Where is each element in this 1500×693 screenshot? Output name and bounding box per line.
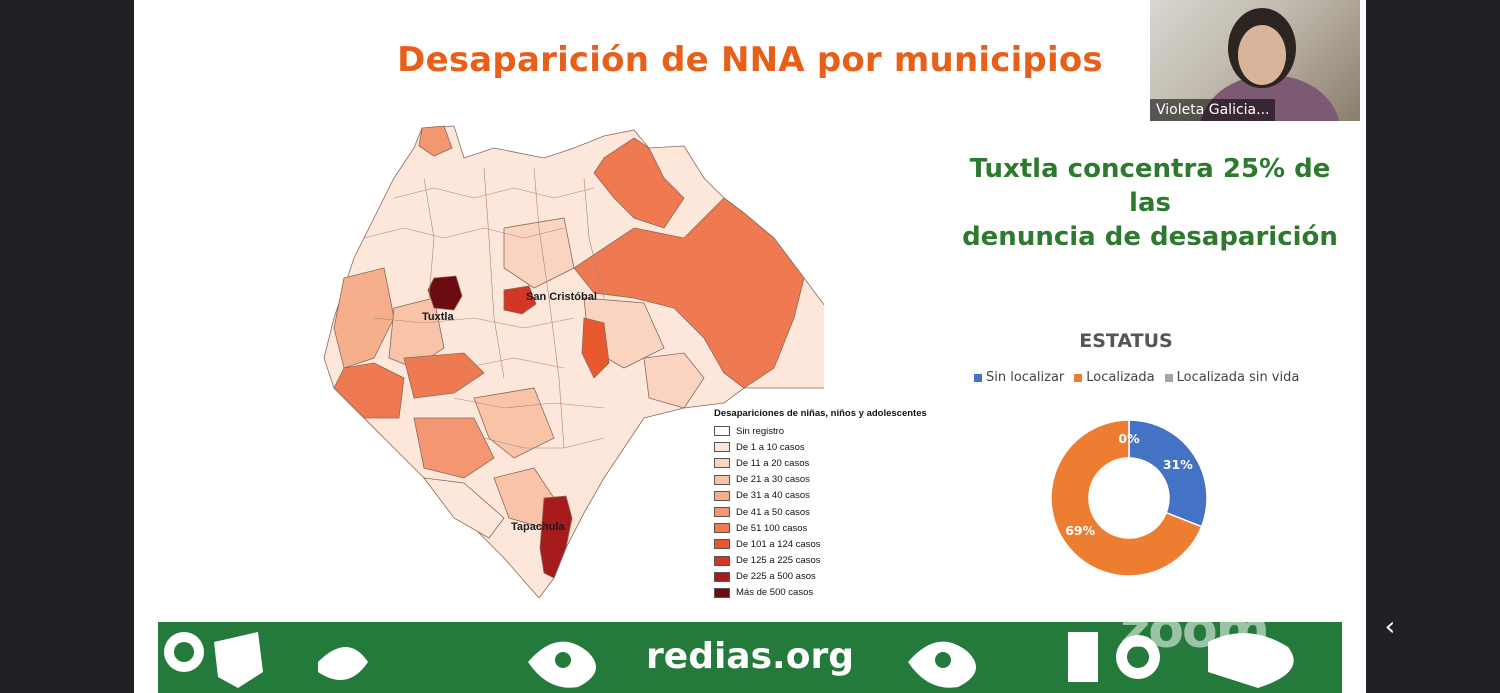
legend-label: De 1 a 10 casos <box>736 441 805 453</box>
legend-swatch <box>714 523 730 534</box>
map-label-san-cristobal: San Cristóbal <box>526 291 597 303</box>
banner-url[interactable]: redias.org <box>646 636 854 677</box>
participant-name: Violeta Galicia... <box>1150 99 1276 121</box>
headline: Tuxtla concentra 25% de las denuncia de … <box>954 152 1346 254</box>
donut-slice <box>1050 419 1203 577</box>
legend-swatch <box>714 442 730 453</box>
map-legend-item: De 41 a 50 casos <box>714 504 954 520</box>
map-region-tuxtla <box>427 275 463 311</box>
legend-swatch <box>714 474 730 485</box>
chart-legend-label: Localizada <box>1086 370 1155 385</box>
map-label-tuxtla: Tuxtla <box>422 311 454 323</box>
participant-video-tile[interactable]: Violeta Galicia... <box>1150 0 1360 121</box>
legend-swatch <box>714 490 730 501</box>
chart-title: ESTATUS <box>1079 330 1173 352</box>
choropleth-map: Tuxtla San Cristóbal Tapachula <box>323 125 824 598</box>
legend-label: De 21 a 30 casos <box>736 474 810 486</box>
banner-decoration-mid-right <box>908 641 976 688</box>
map-legend-item: Más de 500 casos <box>714 585 954 601</box>
donut-data-label: 69% <box>1065 523 1095 538</box>
map-legend-item: De 225 a 500 asos <box>714 569 954 585</box>
participant-avatar <box>1200 8 1340 121</box>
headline-line-1: Tuxtla concentra 25% de las <box>969 154 1331 218</box>
map-legend-item: De 31 a 40 casos <box>714 488 954 504</box>
map-region-south-1 <box>413 417 495 479</box>
legend-swatch <box>714 458 730 469</box>
donut-slice <box>1128 419 1208 528</box>
legend-swatch <box>714 507 730 518</box>
map-region-sw-1 <box>333 362 405 419</box>
map-label-tapachula: Tapachula <box>511 521 565 533</box>
map-legend-title: Desapariciones de niñas, niños y adolesc… <box>714 408 927 419</box>
map-legend-item: De 125 a 225 casos <box>714 553 954 569</box>
map-legend-item: Sin registro <box>714 423 954 439</box>
map-legend-item: De 51 100 casos <box>714 520 954 536</box>
map-region-coast-2 <box>423 477 505 539</box>
chart-legend-swatch <box>1074 373 1083 382</box>
donut-labels: 31% 69% 0% <box>1065 431 1193 538</box>
legend-swatch <box>714 539 730 550</box>
map-region-tapachula <box>539 495 573 579</box>
legend-label: De 11 a 20 casos <box>736 457 810 469</box>
map-legend-item: De 11 a 20 casos <box>714 455 954 471</box>
legend-label: De 51 100 casos <box>736 522 808 534</box>
donut-data-label: 0% <box>1118 431 1140 446</box>
legend-label: Más de 500 casos <box>736 587 814 599</box>
map-legend: Desapariciones de niñas, niños y adolesc… <box>714 408 954 601</box>
chevron-left-icon[interactable]: ‹ <box>1384 612 1396 642</box>
footer-banner: redias.org <box>158 622 1342 693</box>
chart-legend-swatch <box>1164 373 1173 382</box>
map-region-west-1 <box>333 267 395 369</box>
headline-line-2: denuncia de desaparición <box>962 222 1338 252</box>
banner-decoration-right <box>1068 632 1294 688</box>
legend-swatch <box>714 587 730 598</box>
chart-legend-label: Sin localizar <box>986 370 1065 385</box>
map-region-nw-tip <box>418 125 453 157</box>
map-legend-items: Sin registro De 1 a 10 casos De 11 a 20 ca… <box>714 423 954 601</box>
legend-label: Sin registro <box>736 425 785 437</box>
chart-legend-swatch <box>974 373 982 382</box>
map-legend-item: De 101 a 124 casos <box>714 536 954 552</box>
chart-legend-item: Sin localizar <box>974 370 1064 385</box>
legend-label: De 41 a 50 casos <box>736 506 810 518</box>
map-legend-item: De 21 a 30 casos <box>714 472 954 488</box>
chart-legend-item: Localizada <box>1074 370 1155 385</box>
slide-title: Desaparición de NNA por municipios <box>397 40 1103 80</box>
legend-label: De 101 a 124 casos <box>736 538 821 550</box>
legend-label: De 225 a 500 asos <box>736 571 816 583</box>
legend-label: De 125 a 225 casos <box>736 555 821 567</box>
map-region-san-cristobal <box>503 285 537 315</box>
banner-decoration-left <box>164 632 368 688</box>
map-region-sw-2 <box>403 352 485 399</box>
chart-legend-label: Localizada sin vida <box>1176 370 1300 385</box>
chart-legend: Sin localizar Localizada Localizada sin vi… <box>974 370 1299 385</box>
legend-label: De 31 a 40 casos <box>736 490 810 502</box>
map-region-central-1 <box>503 217 575 289</box>
banner-decoration-mid-left <box>528 641 596 688</box>
map-region-east <box>573 197 805 389</box>
chart-legend-item: Localizada sin vida <box>1164 370 1300 385</box>
map-region-north <box>593 137 685 229</box>
legend-swatch <box>714 555 730 566</box>
legend-swatch <box>714 426 730 437</box>
map-region-center-red <box>581 317 610 379</box>
donut-chart: 31% 69% 0% <box>1050 419 1208 577</box>
zoom-watermark: zoom <box>1120 600 1270 660</box>
map-legend-item: De 1 a 10 casos <box>714 439 954 455</box>
legend-swatch <box>714 571 730 582</box>
map-region-east-2 <box>643 352 705 409</box>
donut-data-label: 31% <box>1163 457 1193 472</box>
donut-slices <box>1050 419 1208 577</box>
